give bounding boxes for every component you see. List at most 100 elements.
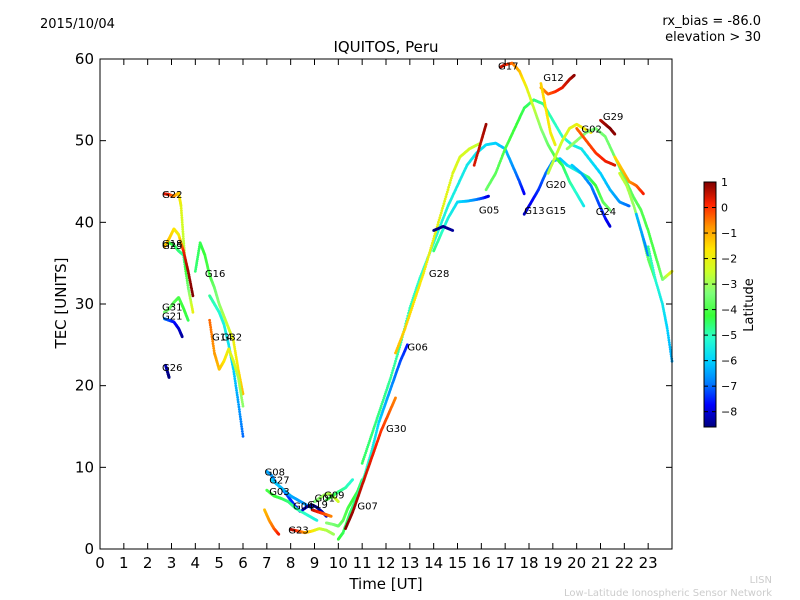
data-point xyxy=(236,395,240,399)
data-point xyxy=(233,347,237,351)
satellite-label-g27: G27 xyxy=(269,476,289,487)
x-tick-label: 18 xyxy=(519,554,538,572)
series-g05c xyxy=(432,225,455,232)
satellite-label-g28: G28 xyxy=(429,269,449,280)
elevation-label: elevation > 30 xyxy=(665,30,761,45)
y-tick-label: 10 xyxy=(75,458,94,476)
data-point xyxy=(443,197,447,201)
data-point xyxy=(667,341,671,344)
data-point xyxy=(329,514,333,518)
data-point xyxy=(366,443,370,447)
satellite-label-g22: G22 xyxy=(162,190,182,201)
satellite-label-g21: G21 xyxy=(162,311,182,322)
data-point xyxy=(392,364,396,368)
data-point xyxy=(428,251,431,255)
data-point xyxy=(240,430,244,433)
x-tick-label: 19 xyxy=(543,554,562,572)
data-point xyxy=(235,393,239,397)
data-point xyxy=(390,373,393,377)
data-point xyxy=(232,372,236,376)
y-tick-label: 60 xyxy=(75,50,94,68)
colorbar-label: Latitude xyxy=(742,278,757,332)
data-point xyxy=(235,391,239,395)
y-tick-label: 0 xyxy=(84,540,94,558)
data-point xyxy=(182,239,186,243)
series-g23 xyxy=(263,508,281,536)
x-tick-label: 5 xyxy=(214,554,224,572)
satellite-label-g24: G24 xyxy=(596,207,616,218)
satellite-label-g09: G09 xyxy=(324,490,344,501)
data-point xyxy=(233,377,237,381)
chart-title: IQUITOS, Peru xyxy=(333,38,438,56)
data-point xyxy=(373,437,377,441)
data-point xyxy=(241,434,245,438)
data-point xyxy=(197,251,200,255)
x-axis-label: Time [UT] xyxy=(348,575,422,593)
series-g02 xyxy=(565,126,674,281)
data-point xyxy=(234,386,238,390)
y-tick-label: 30 xyxy=(75,295,94,313)
data-point xyxy=(653,275,657,279)
colorbar xyxy=(703,181,717,428)
data-point xyxy=(443,199,446,203)
satellite-label-g13: G13 xyxy=(524,206,544,217)
data-point xyxy=(182,237,185,241)
data-point xyxy=(445,192,448,196)
credit-short: LISN xyxy=(749,575,772,586)
data-point xyxy=(232,343,236,347)
data-point xyxy=(238,415,242,419)
data-point xyxy=(649,259,653,263)
satellite-label-g01: G01 xyxy=(315,494,335,505)
data-point xyxy=(212,346,216,350)
colorbar-tick-label: −6 xyxy=(721,355,737,368)
data-point xyxy=(232,370,236,374)
satellite-label-g32: G32 xyxy=(222,333,242,344)
data-point xyxy=(416,282,420,285)
data-point xyxy=(430,244,433,248)
data-point xyxy=(647,250,651,253)
series-g32 xyxy=(208,318,245,408)
data-point xyxy=(432,234,436,238)
plot-data xyxy=(163,61,674,541)
data-point xyxy=(405,321,409,324)
satellite-label-g02: G02 xyxy=(581,124,601,135)
data-point xyxy=(427,253,431,257)
satellite-label-g20: G20 xyxy=(546,180,566,191)
data-point xyxy=(431,239,435,243)
data-point xyxy=(371,443,375,447)
y-tick-label: 40 xyxy=(75,213,94,231)
data-point xyxy=(447,183,451,187)
data-point xyxy=(445,190,449,194)
series-g23b xyxy=(289,527,335,536)
data-point xyxy=(235,388,238,392)
colorbar-tick-label: −3 xyxy=(721,278,737,291)
data-point xyxy=(180,213,184,217)
series-g24c xyxy=(634,212,650,257)
data-point xyxy=(210,332,214,336)
data-point xyxy=(651,268,655,272)
data-point xyxy=(613,163,617,167)
data-point xyxy=(553,143,557,147)
data-point xyxy=(652,273,656,277)
data-point xyxy=(383,394,386,398)
data-point xyxy=(430,241,434,245)
data-point xyxy=(422,269,426,273)
data-point xyxy=(241,392,245,396)
data-point xyxy=(522,192,526,196)
data-point xyxy=(408,306,412,310)
satellite-label-g03: G03 xyxy=(269,487,289,498)
data-point xyxy=(444,195,448,199)
data-point xyxy=(396,352,399,356)
satellite-label-g16: G16 xyxy=(205,269,225,280)
x-tick-label: 22 xyxy=(615,554,634,572)
x-tick-label: 23 xyxy=(639,554,658,572)
data-point xyxy=(197,247,201,251)
data-point xyxy=(237,408,241,411)
data-point xyxy=(184,272,188,276)
data-point xyxy=(648,252,652,256)
data-point xyxy=(425,260,429,264)
data-point xyxy=(179,206,183,210)
satellite-label-g19: G19 xyxy=(307,500,327,511)
data-point xyxy=(439,213,442,217)
